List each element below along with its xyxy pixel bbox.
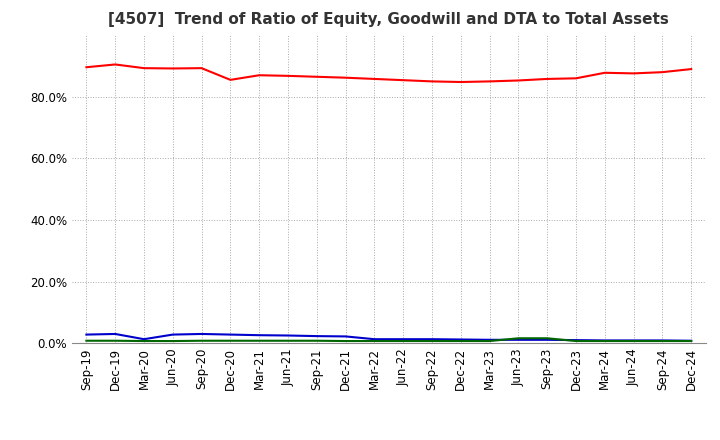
Goodwill — [370, 337, 379, 342]
Deferred Tax Assets — [514, 336, 523, 341]
Equity — [111, 62, 120, 67]
Goodwill — [485, 337, 494, 342]
Equity — [629, 71, 638, 76]
Equity — [687, 66, 696, 72]
Equity — [600, 70, 609, 75]
Goodwill — [658, 338, 667, 343]
Line: Goodwill: Goodwill — [86, 334, 691, 341]
Equity — [428, 79, 436, 84]
Goodwill — [284, 333, 292, 338]
Goodwill — [399, 337, 408, 342]
Goodwill — [111, 331, 120, 337]
Goodwill — [341, 334, 350, 339]
Goodwill — [629, 338, 638, 343]
Equity — [514, 78, 523, 83]
Goodwill — [140, 337, 148, 342]
Deferred Tax Assets — [572, 338, 580, 344]
Goodwill — [456, 337, 465, 342]
Deferred Tax Assets — [82, 338, 91, 343]
Goodwill — [572, 337, 580, 343]
Goodwill — [543, 337, 552, 342]
Equity — [485, 79, 494, 84]
Goodwill — [312, 334, 321, 339]
Deferred Tax Assets — [140, 338, 148, 344]
Deferred Tax Assets — [687, 338, 696, 344]
Deferred Tax Assets — [399, 338, 408, 344]
Equity — [226, 77, 235, 83]
Deferred Tax Assets — [226, 338, 235, 343]
Goodwill — [168, 332, 177, 337]
Equity — [572, 76, 580, 81]
Deferred Tax Assets — [111, 338, 120, 343]
Goodwill — [428, 337, 436, 342]
Deferred Tax Assets — [341, 338, 350, 344]
Equity — [341, 75, 350, 81]
Goodwill — [255, 333, 264, 338]
Deferred Tax Assets — [629, 338, 638, 344]
Title: [4507]  Trend of Ratio of Equity, Goodwill and DTA to Total Assets: [4507] Trend of Ratio of Equity, Goodwil… — [109, 12, 669, 27]
Deferred Tax Assets — [255, 338, 264, 343]
Equity — [140, 66, 148, 71]
Equity — [370, 76, 379, 81]
Line: Equity: Equity — [86, 64, 691, 82]
Line: Deferred Tax Assets: Deferred Tax Assets — [86, 338, 691, 341]
Equity — [312, 74, 321, 79]
Goodwill — [82, 332, 91, 337]
Goodwill — [226, 332, 235, 337]
Deferred Tax Assets — [485, 338, 494, 344]
Equity — [658, 70, 667, 75]
Deferred Tax Assets — [428, 338, 436, 344]
Equity — [168, 66, 177, 71]
Equity — [456, 79, 465, 84]
Deferred Tax Assets — [197, 338, 206, 343]
Equity — [255, 73, 264, 78]
Deferred Tax Assets — [456, 338, 465, 344]
Deferred Tax Assets — [370, 338, 379, 344]
Deferred Tax Assets — [600, 338, 609, 344]
Equity — [197, 66, 206, 71]
Goodwill — [197, 331, 206, 337]
Goodwill — [600, 338, 609, 343]
Deferred Tax Assets — [543, 336, 552, 341]
Deferred Tax Assets — [658, 338, 667, 344]
Deferred Tax Assets — [284, 338, 292, 343]
Equity — [399, 77, 408, 83]
Goodwill — [514, 337, 523, 342]
Goodwill — [687, 338, 696, 343]
Deferred Tax Assets — [168, 338, 177, 344]
Deferred Tax Assets — [312, 338, 321, 343]
Equity — [82, 65, 91, 70]
Equity — [284, 73, 292, 78]
Equity — [543, 76, 552, 81]
